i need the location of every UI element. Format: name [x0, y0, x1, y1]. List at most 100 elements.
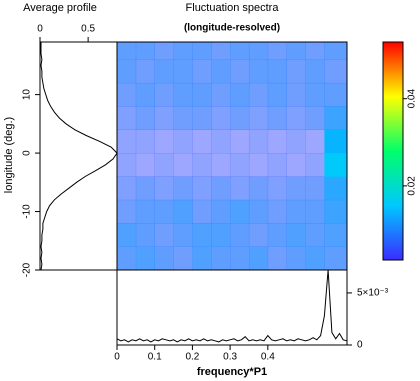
heatmap-cell — [248, 42, 269, 60]
heatmap-cell — [173, 153, 193, 177]
heatmap-cell — [305, 176, 325, 201]
heatmap-cell — [305, 246, 325, 271]
profile-frame — [39, 41, 118, 271]
x-tick-label: 0.3 — [223, 352, 237, 363]
heatmap-cell — [192, 82, 212, 107]
heatmap-cell — [230, 223, 250, 247]
heatmap-cell — [286, 176, 306, 201]
colorbar-tick-label: 0.04 — [407, 89, 418, 109]
profile-line — [40, 42, 118, 271]
heatmap-cell — [324, 129, 348, 154]
heatmap-cell — [211, 129, 231, 154]
heatmap-cell — [117, 129, 137, 154]
heatmap-cell — [173, 199, 193, 224]
heatmap-cell — [192, 59, 212, 84]
heatmap-cell — [192, 246, 212, 271]
heatmap-cell — [248, 153, 269, 177]
heatmap-cell — [135, 42, 156, 60]
heatmap-cell — [173, 42, 193, 60]
heatmap-cell — [324, 153, 348, 177]
heatmap-cell — [211, 106, 231, 130]
x-tick-label: 0 — [114, 352, 120, 363]
heatmap-cell — [211, 153, 231, 177]
colorbar — [382, 41, 404, 261]
heatmap-cell — [248, 59, 269, 84]
x-tick-label: 0 — [37, 24, 43, 35]
heatmap-cell — [211, 82, 231, 107]
heatmap-cell — [267, 223, 287, 247]
heatmap-cell — [230, 246, 250, 271]
heatmap-cell — [192, 129, 212, 154]
heatmap-cell — [173, 223, 193, 247]
heatmap-cell — [286, 42, 306, 60]
heatmap-cell — [173, 176, 193, 201]
x-tick-label: 0.5 — [81, 24, 95, 35]
x-tick-label: 0.4 — [261, 352, 275, 363]
heatmap-cell — [267, 153, 287, 177]
heatmap-cell — [248, 176, 269, 201]
heatmap-subtitle: (longitude-resolved) — [184, 23, 280, 34]
heatmap-cell — [117, 246, 137, 271]
heatmap-cell — [211, 176, 231, 201]
heatmap-cell — [135, 106, 156, 130]
x-axis-label: frequency*P1 — [197, 366, 267, 378]
heatmap-cell — [248, 82, 269, 107]
heatmap-cell — [267, 82, 287, 107]
x-tick-label: 0.2 — [185, 352, 199, 363]
heatmap-cell — [192, 106, 212, 130]
heatmap-cell — [286, 153, 306, 177]
heatmap-cell — [211, 223, 231, 247]
profile-title: Average profile — [23, 2, 97, 14]
heatmap-cell — [154, 129, 174, 154]
heatmap-cell — [305, 153, 325, 177]
heatmap-cell — [173, 59, 193, 84]
heatmap-cell — [230, 129, 250, 154]
y-tick-label: 0 — [357, 340, 363, 351]
heatmap-cell — [286, 223, 306, 247]
heatmap-cell — [211, 246, 231, 271]
heatmap-cell — [192, 199, 212, 224]
heatmap-cell — [324, 59, 348, 84]
heatmap-cell — [248, 246, 269, 271]
heatmap-cell — [267, 176, 287, 201]
heatmap-cell — [135, 176, 156, 201]
heatmap-cell — [173, 82, 193, 107]
heatmap-cell — [117, 42, 137, 60]
heatmap-cell — [324, 246, 348, 271]
heatmap-cell — [305, 82, 325, 107]
heatmap-cell — [267, 42, 287, 60]
heatmap-title: Fluctuation spectra — [186, 2, 280, 14]
heatmap-cell — [324, 42, 348, 60]
colorbar-tick-label: 0.02 — [407, 176, 418, 196]
heatmap-cell — [305, 129, 325, 154]
heatmap-cell — [154, 59, 174, 84]
heatmap-cell — [135, 246, 156, 271]
heatmap-cell — [117, 199, 137, 224]
heatmap-cell — [230, 82, 250, 107]
heatmap-cell — [173, 246, 193, 271]
heatmap-cell — [117, 82, 137, 107]
heatmap-cell — [267, 199, 287, 224]
heatmap-cell — [135, 199, 156, 224]
heatmap-cell — [248, 106, 269, 130]
heatmap-cell — [117, 176, 137, 201]
heatmap-cell — [211, 59, 231, 84]
heatmap-cell — [305, 223, 325, 247]
heatmap-cell — [192, 42, 212, 60]
heatmap-cell — [230, 199, 250, 224]
spectrum-frame — [116, 269, 348, 346]
y-tick-label: -10 — [22, 204, 33, 219]
heatmap-cell — [230, 59, 250, 84]
y-tick-label: 0 — [22, 150, 33, 156]
heatmap-cell — [305, 199, 325, 224]
heatmap-cell — [135, 223, 156, 247]
heatmap-cell — [117, 106, 137, 130]
heatmap-cell — [211, 42, 231, 60]
heatmap-cell — [305, 59, 325, 84]
y-tick-label: 10 — [22, 89, 33, 101]
heatmap-cell — [135, 129, 156, 154]
x-tick-label: 0.1 — [148, 352, 162, 363]
heatmap-cell — [324, 106, 348, 130]
heatmap-cell — [135, 82, 156, 107]
